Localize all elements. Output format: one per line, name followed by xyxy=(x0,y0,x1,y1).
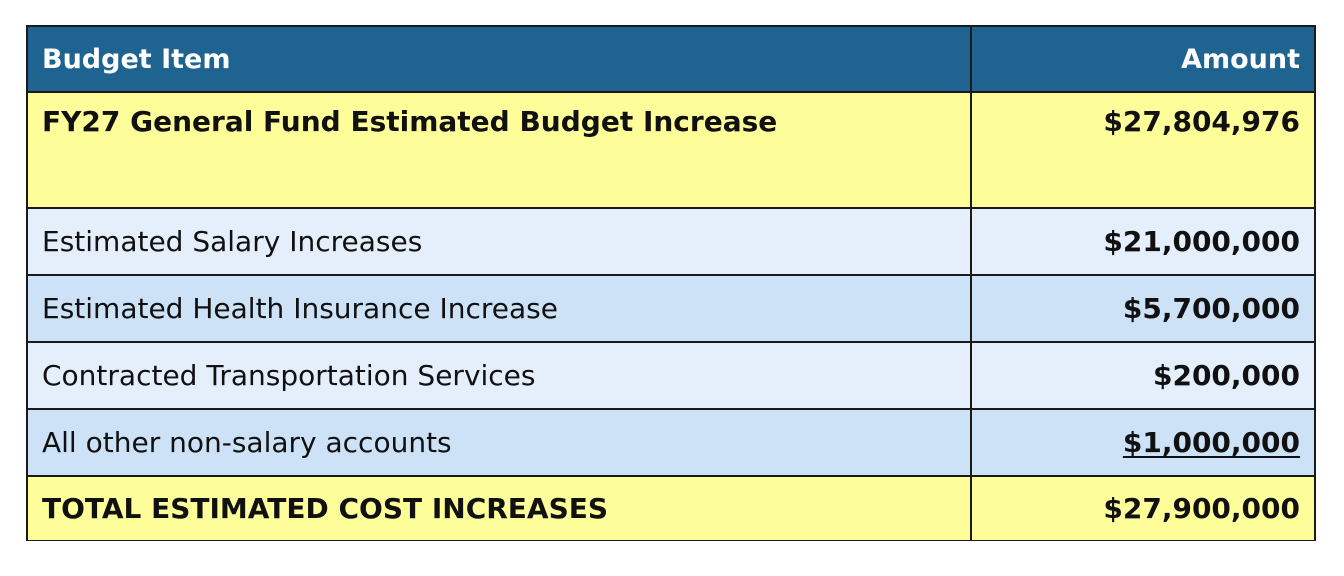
row-amount: $27,804,976 xyxy=(1103,105,1300,138)
row-label: Estimated Health Insurance Increase xyxy=(28,276,972,341)
total-amount: $27,900,000 xyxy=(1103,492,1300,525)
row-label: All other non-salary accounts xyxy=(28,410,972,475)
table-row: Estimated Salary Increases $21,000,000 xyxy=(28,209,1314,276)
underlined-amount: $1,000,000 xyxy=(1122,426,1300,459)
row-label: Estimated Salary Increases xyxy=(28,209,972,274)
row-amount: $200,000 xyxy=(1152,359,1300,392)
row-label: Contracted Transportation Services xyxy=(28,343,972,408)
table-row: Contracted Transportation Services $200,… xyxy=(28,343,1314,410)
row-amount: $21,000,000 xyxy=(1103,225,1300,258)
header-budget-item: Budget Item xyxy=(28,27,972,91)
budget-table: Budget Item Amount FY27 General Fund Est… xyxy=(26,25,1316,541)
table-row-budget-increase: FY27 General Fund Estimated Budget Incre… xyxy=(28,93,1314,209)
table-header: Budget Item Amount xyxy=(28,27,1314,93)
table-row: All other non-salary accounts $1,000,000 xyxy=(28,410,1314,477)
row-amount: $1,000,000 xyxy=(972,410,1314,475)
header-amount: Amount xyxy=(1181,43,1300,75)
row-amount: $5,700,000 xyxy=(1122,292,1300,325)
table-row-total: TOTAL ESTIMATED COST INCREASES $27,900,0… xyxy=(28,477,1314,540)
table-row: Estimated Health Insurance Increase $5,7… xyxy=(28,276,1314,343)
total-label: TOTAL ESTIMATED COST INCREASES xyxy=(28,477,972,540)
row-label: FY27 General Fund Estimated Budget Incre… xyxy=(28,93,972,207)
